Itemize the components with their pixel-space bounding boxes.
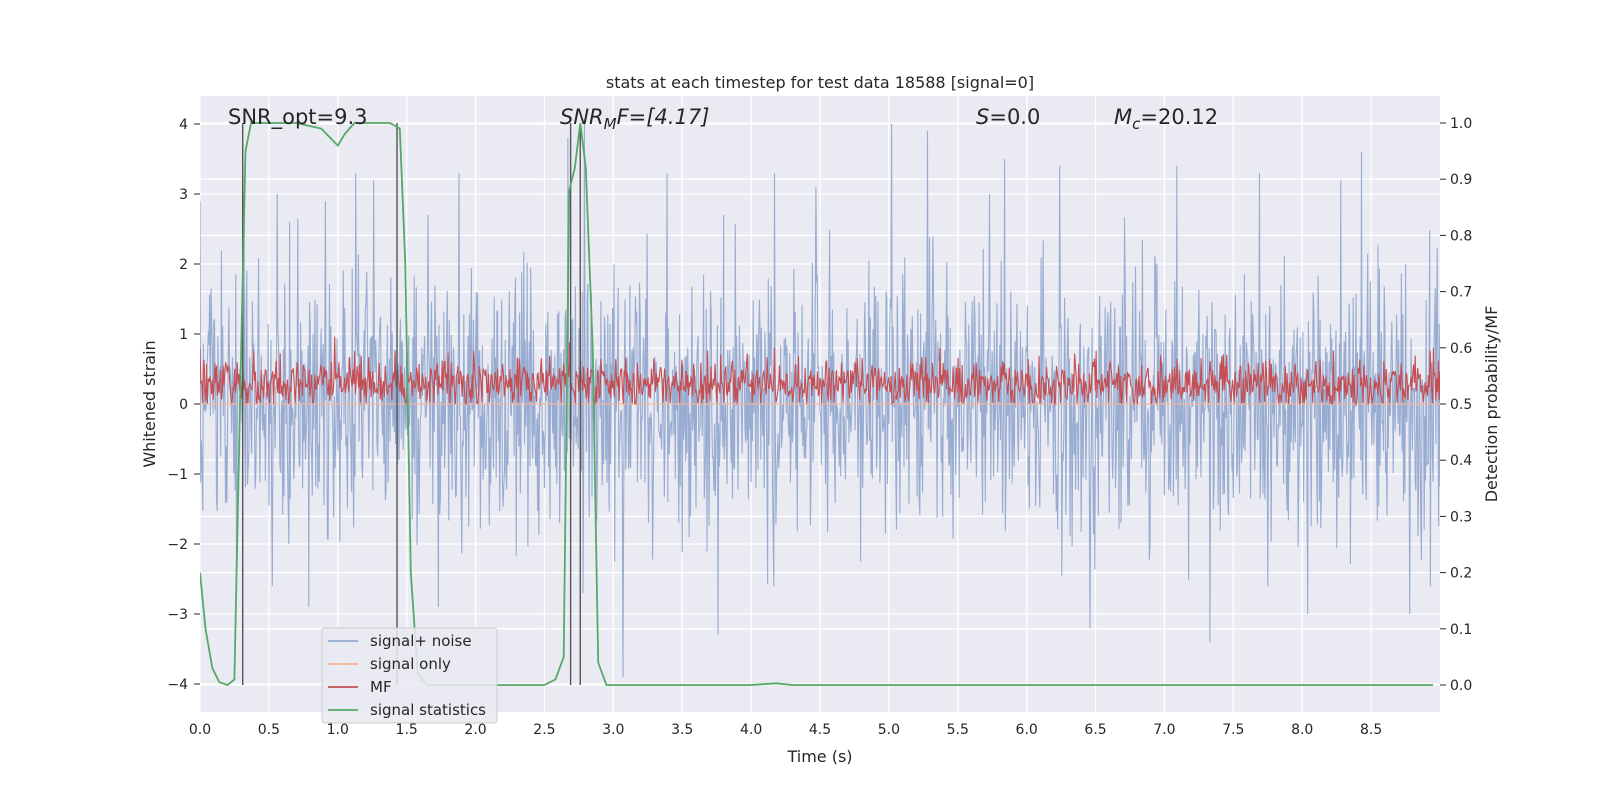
legend-label-signal-statistics: signal statistics xyxy=(370,701,486,719)
x-tick-labels: 0.0 0.5 1.0 1.5 2.0 2.5 3.0 3.5 4.0 4.5 5.0 5.5 6.0 6… xyxy=(189,722,1382,738)
y2-tick-label: 0.8 xyxy=(1450,228,1472,244)
x-tick-label: 0.5 xyxy=(258,722,280,738)
vertical-markers xyxy=(242,122,581,686)
x-tick-label: 4.5 xyxy=(809,722,831,738)
legend: signal+ noise signal only MF signal stat… xyxy=(321,627,498,724)
y2-tick-label: 0.6 xyxy=(1450,341,1472,357)
x-tick-label: 6.0 xyxy=(1016,722,1038,738)
x-tick-label: 8.0 xyxy=(1291,722,1313,738)
y2-tick-label: 0.7 xyxy=(1450,285,1472,301)
y2-tick-label: 0.5 xyxy=(1450,397,1472,413)
y2-tick-label: 0.9 xyxy=(1450,172,1472,188)
y2-tick-label: 0.1 xyxy=(1450,622,1472,638)
y2-axis-label: Detection probability/MF xyxy=(1482,306,1501,503)
mc-value: =20.12 xyxy=(1140,105,1218,129)
x-tick-label: 2.0 xyxy=(464,722,486,738)
snr-mf-subscript: M xyxy=(604,115,617,133)
y-tick-label: −1 xyxy=(167,467,188,483)
snr-opt-annotation: SNR_opt=9.3 xyxy=(228,105,368,130)
x-tick-label: 7.5 xyxy=(1222,722,1244,738)
chart-title: stats at each timestep for test data 185… xyxy=(606,73,1034,92)
x-tick-label: 4.0 xyxy=(740,722,762,738)
y-tick-label: 0 xyxy=(179,397,188,413)
y2-tick-labels: 1.0 0.9 0.8 0.7 0.6 0.5 0.4 0.3 0.2 0.1 0.0 xyxy=(1440,116,1472,694)
x-tick-label: 0.0 xyxy=(189,722,211,738)
series-layer xyxy=(200,122,1440,687)
y2-tick-label: 0.2 xyxy=(1450,566,1472,582)
mc-annotation: Mc=20.12 xyxy=(1114,105,1218,133)
x-tick-label: 2.5 xyxy=(533,722,555,738)
x-tick-label: 5.0 xyxy=(878,722,900,738)
y-tick-labels: 4 3 2 1 0 −1 −2 −3 −4 xyxy=(167,117,200,693)
x-tick-label: 3.0 xyxy=(602,722,624,738)
s-annotation: S=0.0 xyxy=(976,105,1040,129)
x-tick-label: 3.5 xyxy=(671,722,693,738)
y2-tick-label: 0.3 xyxy=(1450,509,1472,525)
y2-tick-label: 0.4 xyxy=(1450,453,1472,469)
s-value: =0.0 xyxy=(989,105,1040,129)
x-tick-label: 5.5 xyxy=(947,722,969,738)
y-axis-label: Whitened strain xyxy=(140,340,159,467)
x-tick-label: 1.0 xyxy=(327,722,349,738)
snr-mf-value: F=[4.17] xyxy=(617,105,710,129)
snr-mf-symbol: SNR xyxy=(560,105,604,129)
mc-subscript: c xyxy=(1132,115,1141,133)
y-tick-label: −4 xyxy=(167,677,188,693)
y-tick-label: −3 xyxy=(167,607,188,623)
y-tick-label: −2 xyxy=(167,537,188,553)
x-tick-label: 6.5 xyxy=(1084,722,1106,738)
y-tick-label: 2 xyxy=(179,257,188,273)
y-tick-label: 4 xyxy=(179,117,188,133)
x-tick-label: 1.5 xyxy=(396,722,418,738)
s-symbol: S xyxy=(976,105,989,129)
y2-tick-label: 1.0 xyxy=(1450,116,1472,132)
x-tick-label: 8.5 xyxy=(1360,722,1382,738)
y-tick-label: 1 xyxy=(179,327,188,343)
y-tick-label: 3 xyxy=(179,187,188,203)
y2-tick-label: 0.0 xyxy=(1450,678,1472,694)
snr-mf-annotation: SNRMF=[4.17] xyxy=(560,105,709,133)
legend-box xyxy=(321,627,498,724)
x-axis-label: Time (s) xyxy=(786,747,852,766)
x-tick-label: 7.0 xyxy=(1153,722,1175,738)
mc-symbol: M xyxy=(1114,105,1132,129)
legend-label-signal-noise: signal+ noise xyxy=(370,632,472,650)
legend-label-signal-only: signal only xyxy=(370,655,451,673)
mf-line xyxy=(200,336,1440,406)
legend-label-mf: MF xyxy=(370,678,392,696)
